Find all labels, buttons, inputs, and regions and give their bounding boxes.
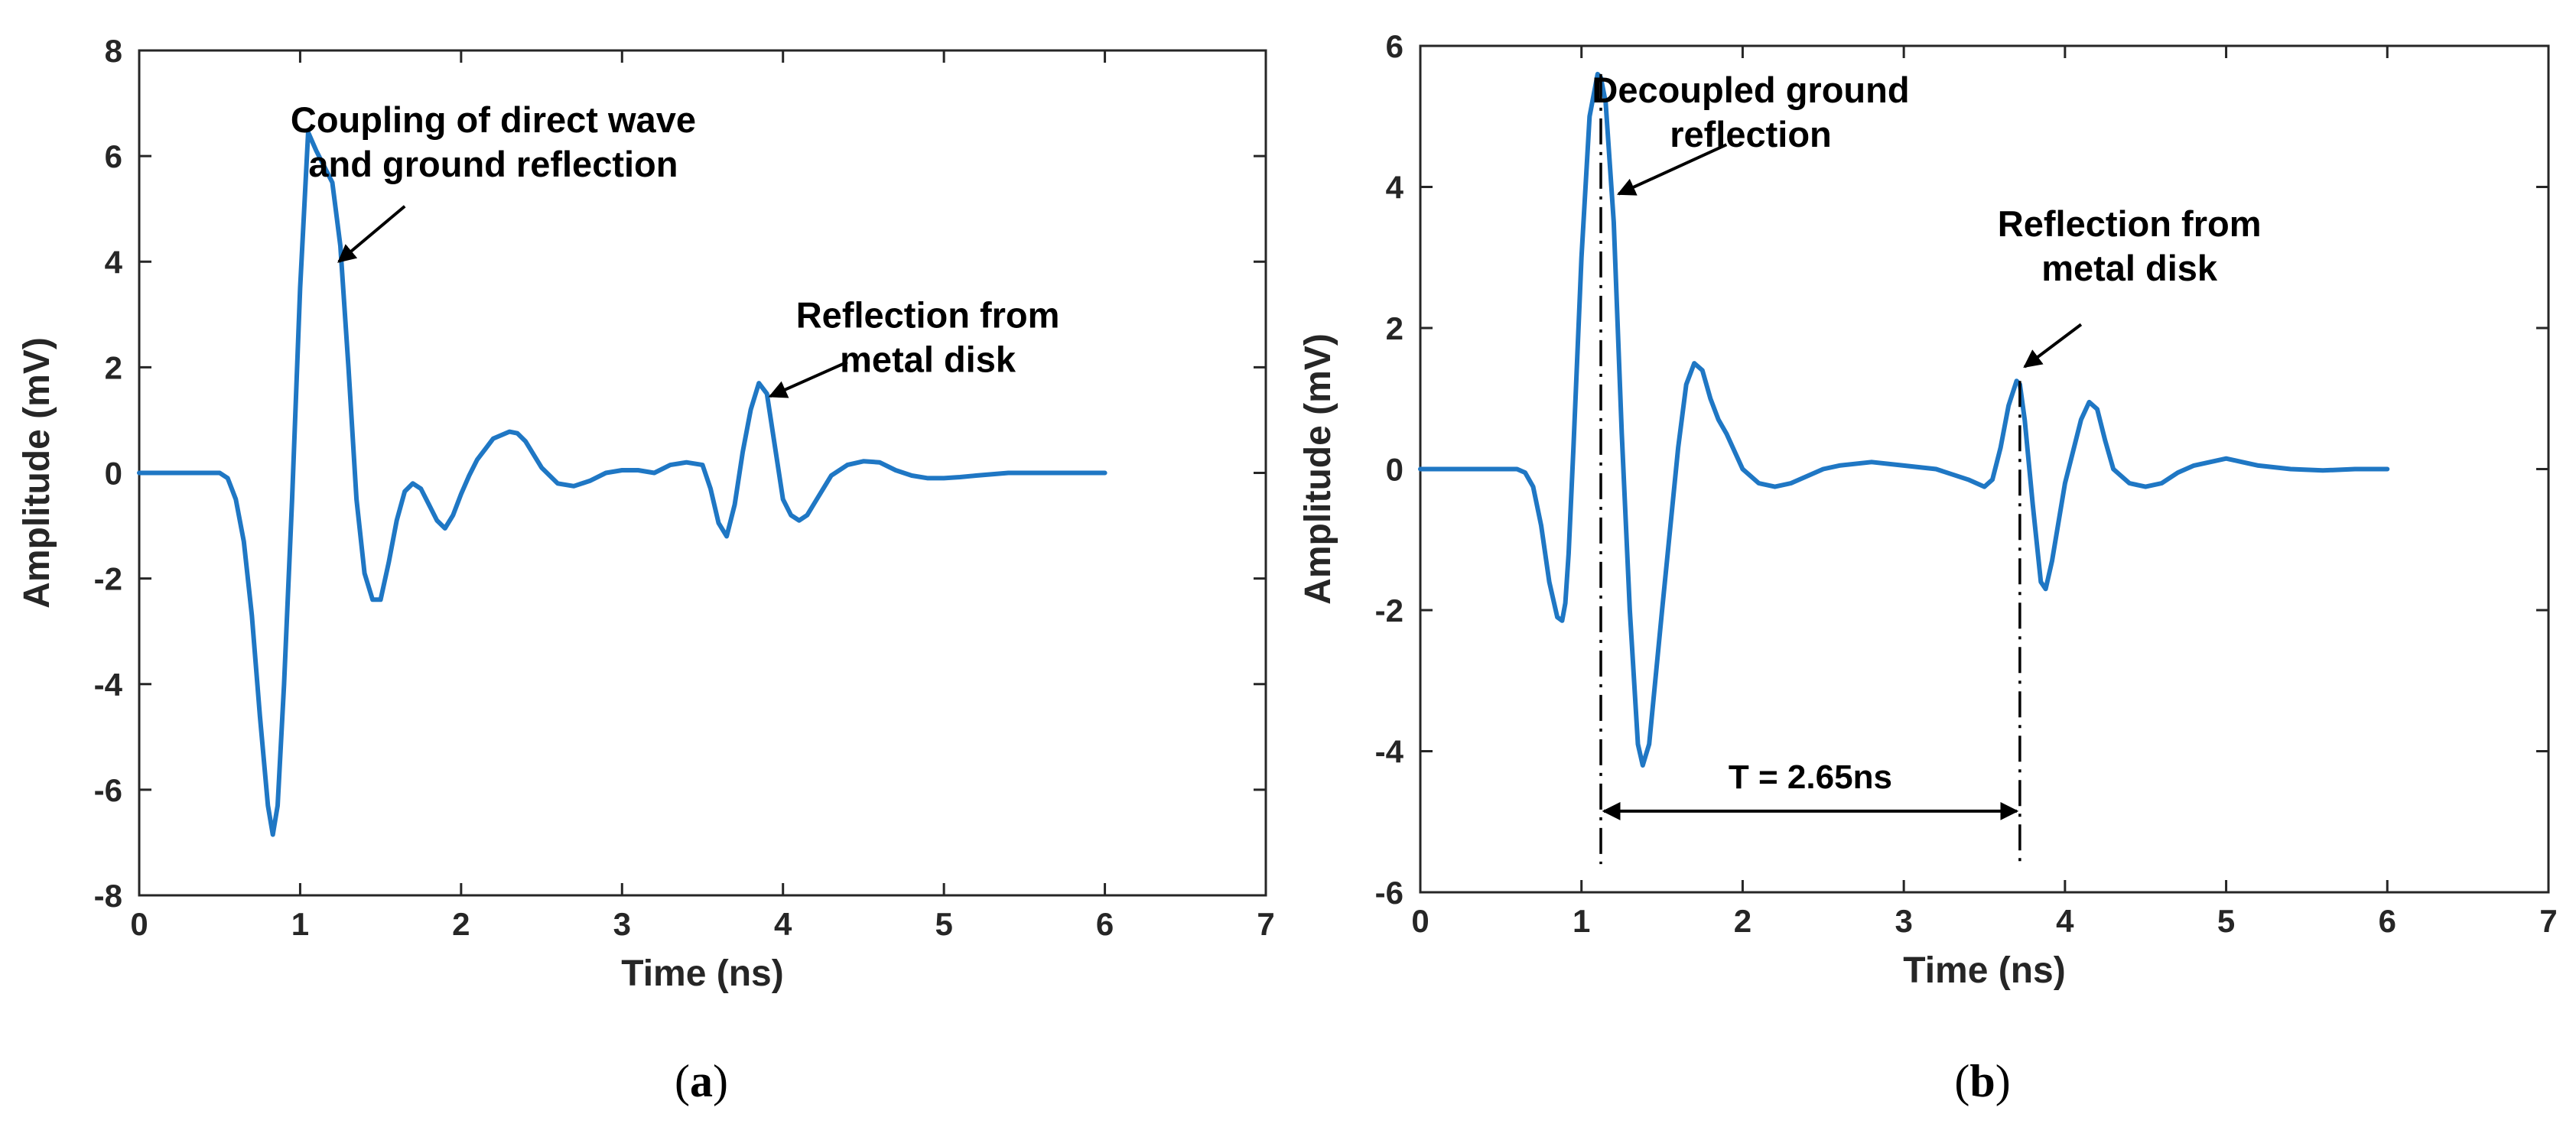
y-tick-label: -2 xyxy=(1375,593,1403,628)
annotation-arrow xyxy=(2023,323,2083,369)
x-tick-label: 2 xyxy=(452,906,470,942)
y-tick-label: 4 xyxy=(105,244,123,280)
x-tick-label: 7 xyxy=(2539,903,2557,939)
x-tick-label: 6 xyxy=(2379,903,2396,939)
y-tick-label: 0 xyxy=(1386,452,1403,488)
annotation-line: Reflection from xyxy=(1998,203,2262,244)
x-tick-label: 5 xyxy=(935,906,952,942)
x-tick-label: 1 xyxy=(291,906,309,942)
y-tick-label: -8 xyxy=(94,878,122,914)
y-tick-label: 2 xyxy=(1386,310,1403,346)
annotation-text: Decoupled ground reflection xyxy=(1592,70,1909,154)
caption-paren-close: ) xyxy=(713,1056,728,1106)
x-tick-label: 4 xyxy=(2056,903,2074,939)
annotation-arrow xyxy=(1616,143,1728,196)
y-tick-label: 4 xyxy=(1386,170,1404,206)
interval-label: T = 2.65ns xyxy=(1729,758,1892,796)
y-tick-label: -6 xyxy=(94,772,122,808)
x-tick-label: 4 xyxy=(774,906,792,942)
y-tick-label: 0 xyxy=(105,456,122,492)
x-tick-label: 0 xyxy=(1411,903,1429,939)
x-tick-label: 2 xyxy=(1734,903,1751,939)
y-tick-label: -4 xyxy=(1375,734,1404,770)
x-tick-label: 7 xyxy=(1257,906,1274,942)
y-tick-label: 6 xyxy=(1386,28,1403,64)
caption-paren-close: ) xyxy=(1995,1056,2011,1106)
y-axis-label: Amplitude (mV) xyxy=(1298,333,1338,605)
x-axis-label: Time (ns) xyxy=(621,953,783,994)
annotation-text: Reflection from metal disk xyxy=(1998,203,2262,288)
x-tick-label: 3 xyxy=(1895,903,1912,939)
y-tick-label: -2 xyxy=(94,561,122,597)
annotation-line: metal disk xyxy=(2041,248,2218,288)
x-tick-label: 5 xyxy=(2217,903,2235,939)
y-tick-label: -6 xyxy=(1375,875,1403,911)
annotation-text: Reflection from metal disk xyxy=(796,295,1060,380)
panel-caption: (a) xyxy=(675,1056,728,1106)
caption-paren-open: ( xyxy=(675,1056,690,1106)
x-tick-label: 0 xyxy=(130,906,148,942)
annotation-line: reflection xyxy=(1670,114,1832,154)
panel-a: 0 1 2 3 4 5 6 7 -8 -6 -4 -2 0 2 4 6 8 Time (ns) Amplitude … xyxy=(17,33,1275,1106)
y-tick-label: -4 xyxy=(94,667,123,703)
annotation-line: Coupling of direct wave xyxy=(291,99,696,140)
x-tick-label: 1 xyxy=(1573,903,1590,939)
x-tick-label: 6 xyxy=(1096,906,1114,942)
annotation-arrow xyxy=(337,205,406,263)
annotation-arrow xyxy=(768,360,848,398)
panel-caption: (b) xyxy=(1954,1056,2010,1106)
panel-b: 0 1 2 3 4 5 6 7 -6 -4 -2 0 2 4 6 Time (ns) Amplitude (mV… xyxy=(1298,28,2558,1106)
y-tick-label: 6 xyxy=(105,138,122,174)
caption-letter: b xyxy=(1969,1056,1995,1106)
annotation-line: Decoupled ground xyxy=(1592,70,1909,110)
x-axis-label: Time (ns) xyxy=(1903,950,2065,991)
caption-paren-open: ( xyxy=(1954,1056,1969,1106)
annotation-line: Reflection from xyxy=(796,295,1060,336)
annotation-line: metal disk xyxy=(840,339,1016,380)
y-tick-label: 2 xyxy=(105,349,122,385)
x-tick-label: 3 xyxy=(613,906,631,942)
caption-letter: a xyxy=(690,1056,713,1106)
y-axis-label: Amplitude (mV) xyxy=(17,337,57,609)
y-tick-label: 8 xyxy=(105,33,122,69)
signal-line xyxy=(1418,71,2390,768)
annotation-line: and ground reflection xyxy=(308,144,678,184)
annotation-text: Coupling of direct wave and ground reflec… xyxy=(291,99,696,184)
signal-line xyxy=(137,130,1107,837)
